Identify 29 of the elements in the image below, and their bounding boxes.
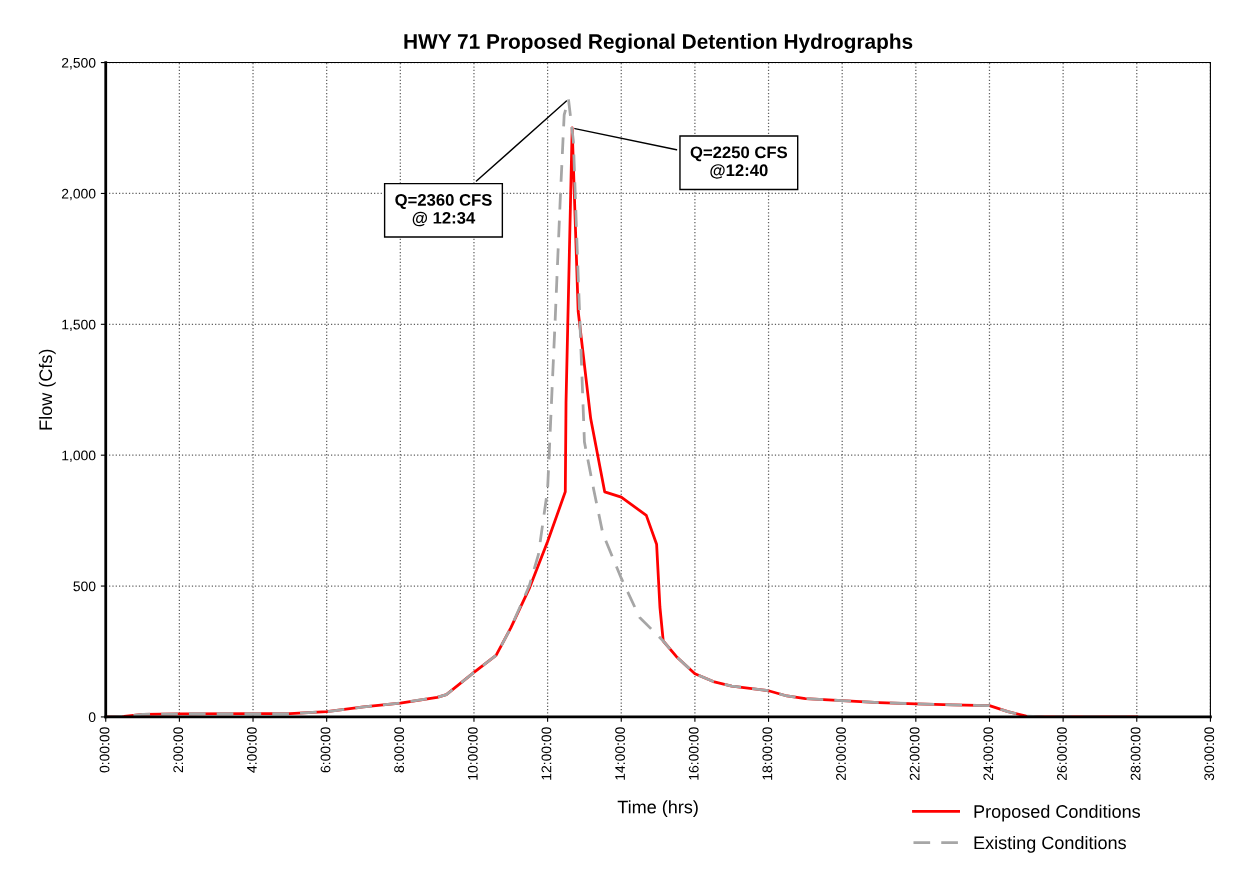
x-tick-label: 30:00:00 (1204, 727, 1215, 781)
x-tick-label: 14:00:00 (615, 727, 625, 780)
legend-label: Proposed Conditions (974, 804, 1141, 822)
x-tick-label: 12:00:00 (541, 727, 552, 780)
x-tick-label: 16:00:00 (688, 727, 699, 780)
y-tick-label: 1,000 (62, 450, 96, 462)
x-tick-label: 20:00:00 (836, 727, 846, 781)
legend-label: Existing Conditions (974, 835, 1126, 853)
y-axis-title: Flow (Cfs) (38, 349, 56, 430)
y-tick-label: 2,000 (61, 188, 96, 201)
x-tick-label: 24:00:00 (983, 727, 994, 781)
x-axis-title: Time (hrs) (617, 800, 698, 817)
chart-title: HWY 71 Proposed Regional Detention Hydrographs (404, 33, 913, 54)
y-tick-label: 0 (88, 712, 96, 723)
y-tick-label: 1,500 (62, 319, 96, 332)
x-tick-label: 18:00:00 (762, 727, 773, 780)
x-tick-label: 10:00:00 (467, 727, 478, 780)
x-tick-label: 28:00:00 (1130, 727, 1141, 781)
annotation: Q=2360 CFS @ 12:34 (395, 194, 492, 227)
x-tick-label: 6:00:00 (320, 727, 331, 773)
y-tick-label: 500 (73, 581, 96, 592)
x-tick-label: 22:00:00 (909, 727, 920, 781)
y-tick-label: 2,500 (61, 57, 96, 70)
x-tick-label: 4:00:00 (246, 727, 257, 773)
x-tick-label: 2:00:00 (173, 727, 184, 773)
x-tick-label: 0:00:00 (99, 727, 110, 773)
annotation: Q=2250 CFS @12:40 (690, 146, 788, 179)
x-tick-label: 8:00:00 (394, 727, 405, 773)
x-tick-label: 26:00:00 (1057, 727, 1067, 781)
